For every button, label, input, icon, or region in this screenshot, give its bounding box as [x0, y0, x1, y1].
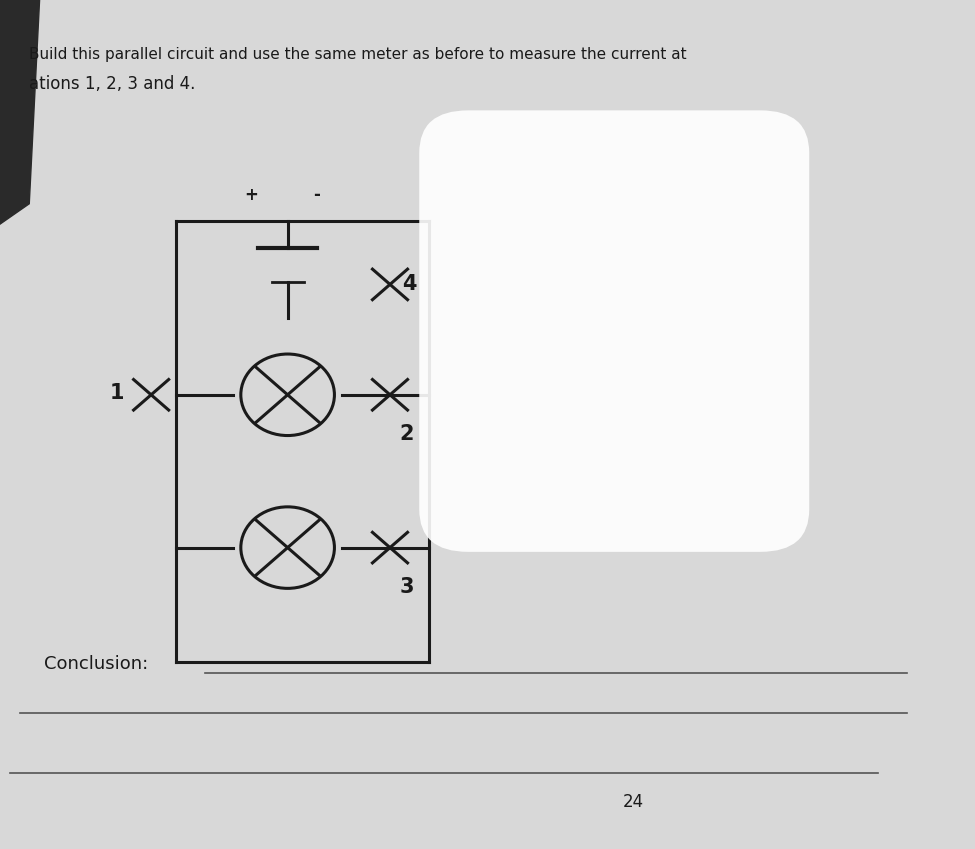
Text: 1: 1	[109, 383, 124, 403]
Text: 24: 24	[623, 793, 644, 812]
Text: 4: 4	[402, 274, 416, 295]
Text: 2: 2	[400, 424, 414, 445]
Text: Conclusion:: Conclusion:	[44, 655, 148, 673]
Text: +: +	[245, 186, 258, 204]
Text: ations 1, 2, 3 and 4.: ations 1, 2, 3 and 4.	[29, 75, 196, 93]
Polygon shape	[0, 0, 44, 238]
FancyBboxPatch shape	[419, 110, 809, 552]
Text: Build this parallel circuit and use the same meter as before to measure the curr: Build this parallel circuit and use the …	[29, 47, 686, 62]
Text: 3: 3	[400, 577, 414, 598]
Text: -: -	[313, 186, 321, 204]
